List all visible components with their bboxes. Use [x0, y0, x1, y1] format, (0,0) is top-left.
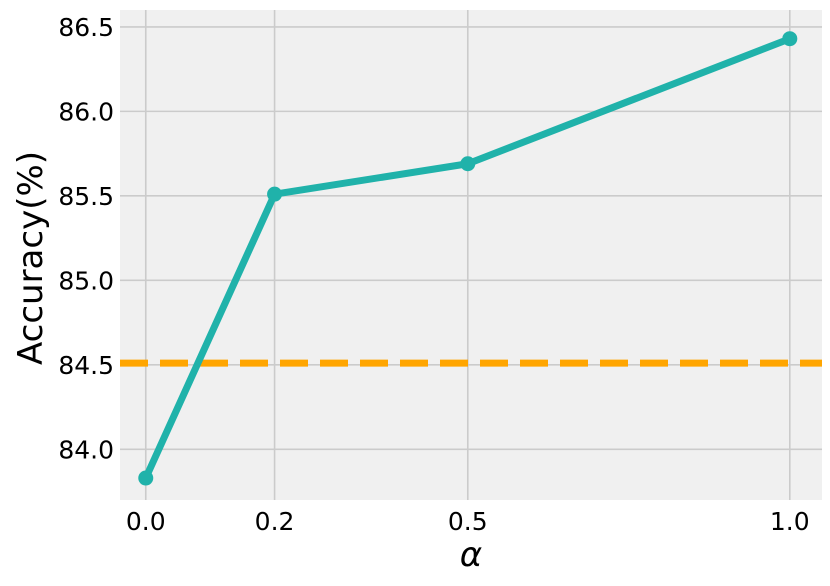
y-tick-label: 85.5: [58, 182, 114, 211]
y-tick-labels: 84.0 84.5 85.0 85.5 86.0 86.5: [58, 13, 114, 464]
y-tick-label: 86.5: [58, 13, 114, 42]
data-point: [782, 31, 798, 47]
x-tick-label: 0.5: [448, 507, 488, 536]
data-point: [138, 470, 154, 486]
x-tick-label: 0.2: [255, 507, 295, 536]
data-point: [460, 156, 476, 172]
x-tick-label: 1.0: [770, 507, 810, 536]
x-tick-label: 0.0: [126, 507, 166, 536]
x-tick-labels: 0.0 0.2 0.5 1.0: [126, 507, 810, 536]
x-axis-title: α: [460, 535, 482, 575]
y-tick-label: 86.0: [58, 97, 114, 126]
data-series: [138, 31, 798, 486]
plot-background: [120, 10, 822, 500]
y-tick-label: 84.0: [58, 435, 114, 464]
series-line: [142, 35, 794, 482]
y-axis-title: Accuracy(%): [11, 151, 51, 365]
y-tick-label: 85.0: [58, 266, 114, 295]
data-point: [267, 186, 283, 202]
y-tick-label: 84.5: [58, 351, 114, 380]
